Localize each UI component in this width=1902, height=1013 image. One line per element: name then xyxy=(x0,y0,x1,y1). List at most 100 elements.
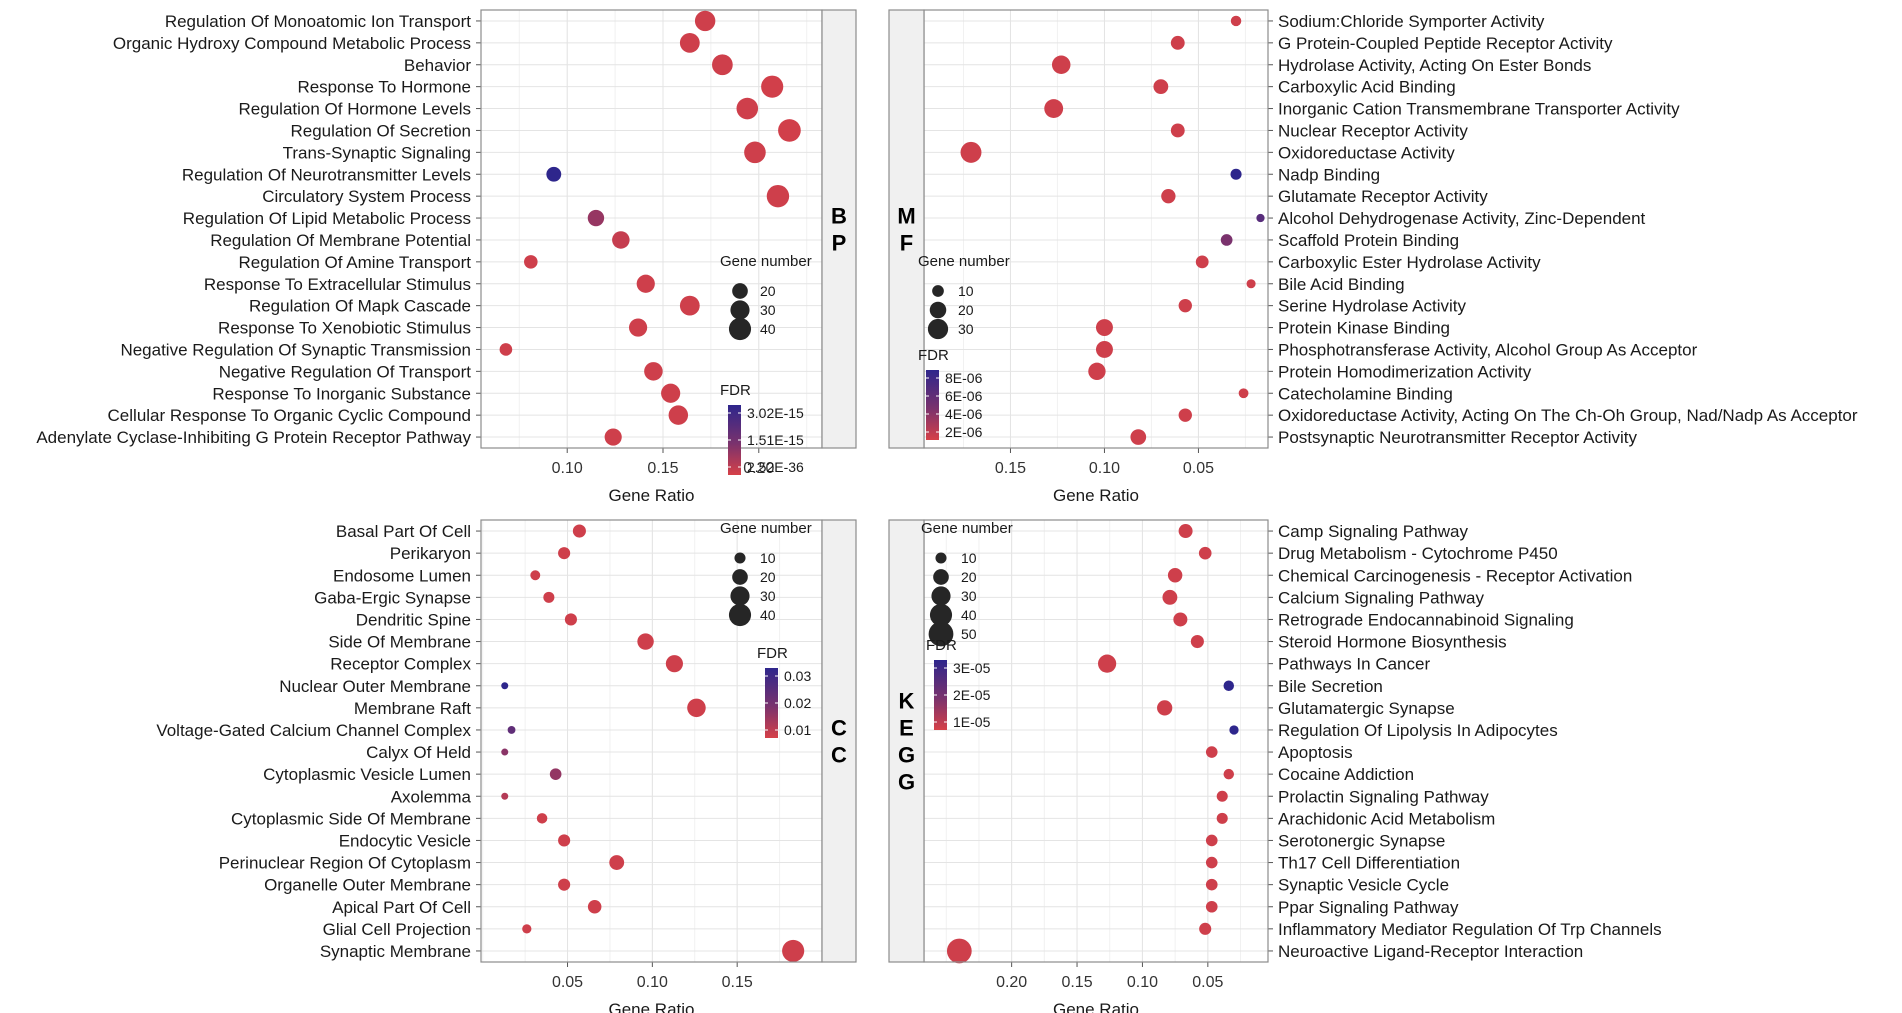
data-point-serine-hydrolase-activity[interactable] xyxy=(1178,298,1192,313)
data-point-gaba-ergic-synapse[interactable] xyxy=(543,591,555,603)
term-label: Cellular Response To Organic Cyclic Comp… xyxy=(108,406,471,425)
data-point-scaffold-protein-binding[interactable] xyxy=(1220,234,1233,246)
data-point-camp-signaling-pathway[interactable] xyxy=(1178,524,1193,539)
data-point-pathways-in-cancer[interactable] xyxy=(1098,654,1117,673)
fdr-legend-label: 8E-06 xyxy=(945,370,983,386)
size-legend-label: 40 xyxy=(760,321,776,337)
data-point-nadp-binding[interactable] xyxy=(1230,168,1242,180)
data-point-perikaryon[interactable] xyxy=(558,547,571,560)
term-label: Oxidoreductase Activity, Acting On The C… xyxy=(1278,406,1858,425)
data-point-inflammatory-mediator-regulation-of-trp-channels[interactable] xyxy=(1199,922,1212,935)
data-point-oxidoreductase-activity-acting-on-the-ch-oh-group-nad-nadp-as-acceptor[interactable] xyxy=(1178,408,1192,422)
size-legend-label: 40 xyxy=(760,607,776,623)
data-point-response-to-inorganic-substance[interactable] xyxy=(661,383,681,403)
data-point-regulation-of-hormone-levels[interactable] xyxy=(736,97,759,120)
data-point-hydrolase-activity-acting-on-ester-bonds[interactable] xyxy=(1051,55,1071,75)
data-point-bile-secretion[interactable] xyxy=(1223,680,1235,692)
data-point-bile-acid-binding[interactable] xyxy=(1246,279,1256,289)
plot-background xyxy=(924,520,1268,962)
data-point-arachidonic-acid-metabolism[interactable] xyxy=(1216,812,1228,824)
data-point-regulation-of-lipid-metabolic-process[interactable] xyxy=(587,209,605,227)
data-point-carboxylic-acid-binding[interactable] xyxy=(1153,79,1169,95)
term-label: Membrane Raft xyxy=(354,699,471,718)
data-point-catecholamine-binding[interactable] xyxy=(1238,388,1249,399)
data-point-receptor-complex[interactable] xyxy=(665,655,683,673)
data-point-phosphotransferase-activity-alcohol-group-as-acceptor[interactable] xyxy=(1095,340,1113,358)
fdr-colorbar xyxy=(926,370,939,440)
data-point-inorganic-cation-transmembrane-transporter-activity[interactable] xyxy=(1044,99,1064,118)
size-legend-label: 20 xyxy=(961,569,977,585)
data-point-dendritic-spine[interactable] xyxy=(564,613,577,626)
data-point-th17-cell-differentiation[interactable] xyxy=(1205,856,1218,869)
data-point-nuclear-receptor-activity[interactable] xyxy=(1170,123,1185,138)
term-label: Synaptic Membrane xyxy=(320,942,471,961)
data-point-endosome-lumen[interactable] xyxy=(530,570,541,581)
data-point-chemical-carcinogenesis-receptor-activation[interactable] xyxy=(1167,568,1183,583)
data-point-regulation-of-membrane-potential[interactable] xyxy=(612,231,630,249)
data-point-regulation-of-amine-transport[interactable] xyxy=(524,255,538,269)
data-point-glial-cell-projection[interactable] xyxy=(522,924,532,934)
fdr-legend-title: FDR xyxy=(926,637,957,654)
data-point-membrane-raft[interactable] xyxy=(687,698,706,718)
data-point-regulation-of-mapk-cascade[interactable] xyxy=(679,295,700,316)
data-point-axolemma[interactable] xyxy=(501,792,509,800)
data-point-cellular-response-to-organic-cyclic-compound[interactable] xyxy=(668,405,689,425)
data-point-regulation-of-neurotransmitter-levels[interactable] xyxy=(546,166,562,182)
data-point-protein-kinase-binding[interactable] xyxy=(1095,319,1113,337)
data-point-protein-homodimerization-activity[interactable] xyxy=(1088,362,1106,381)
data-point-postsynaptic-neurotransmitter-receptor-activity[interactable] xyxy=(1130,429,1147,445)
data-point-regulation-of-secretion[interactable] xyxy=(778,119,801,142)
term-label: Inorganic Cation Transmembrane Transport… xyxy=(1278,100,1680,119)
data-point-trans-synaptic-signaling[interactable] xyxy=(744,141,766,164)
data-point-cytoplasmic-side-of-membrane[interactable] xyxy=(536,813,548,824)
data-point-organic-hydroxy-compound-metabolic-process[interactable] xyxy=(679,32,700,53)
term-label: Adenylate Cyclase-Inhibiting G Protein R… xyxy=(36,428,471,447)
term-label: Response To Inorganic Substance xyxy=(212,384,471,403)
data-point-response-to-extracellular-stimulus[interactable] xyxy=(636,274,655,293)
data-point-apical-part-of-cell[interactable] xyxy=(587,899,602,914)
data-point-sodium-chloride-symporter-activity[interactable] xyxy=(1230,15,1242,27)
data-point-nuclear-outer-membrane[interactable] xyxy=(501,682,509,690)
data-point-apoptosis[interactable] xyxy=(1205,746,1218,758)
data-point-behavior[interactable] xyxy=(712,54,733,76)
data-point-voltage-gated-calcium-channel-complex[interactable] xyxy=(507,726,516,734)
data-point-oxidoreductase-activity[interactable] xyxy=(960,141,982,163)
data-point-cocaine-addiction[interactable] xyxy=(1223,768,1235,780)
data-point-glutamatergic-synapse[interactable] xyxy=(1157,700,1173,716)
data-point-serotonergic-synapse[interactable] xyxy=(1205,834,1218,847)
term-label: Trans-Synaptic Signaling xyxy=(283,143,471,162)
data-point-response-to-xenobiotic-stimulus[interactable] xyxy=(628,318,648,337)
data-point-adenylate-cyclase-inhibiting-g-protein-receptor-pathway[interactable] xyxy=(604,428,622,446)
data-point-perinuclear-region-of-cytoplasm[interactable] xyxy=(609,855,625,870)
data-point-endocytic-vesicle[interactable] xyxy=(558,834,571,847)
data-point-prolactin-signaling-pathway[interactable] xyxy=(1216,790,1228,802)
x-axis-title: Gene Ratio xyxy=(609,486,695,505)
data-point-regulation-of-lipolysis-in-adipocytes[interactable] xyxy=(1229,725,1239,735)
data-point-basal-part-of-cell[interactable] xyxy=(572,524,586,538)
data-point-ppar-signaling-pathway[interactable] xyxy=(1205,900,1218,913)
term-label: Nuclear Receptor Activity xyxy=(1278,121,1468,140)
data-point-negative-regulation-of-transport[interactable] xyxy=(644,362,663,381)
data-point-circulatory-system-process[interactable] xyxy=(766,184,790,208)
data-point-regulation-of-monoatomic-ion-transport[interactable] xyxy=(694,10,716,32)
data-point-carboxylic-ester-hydrolase-activity[interactable] xyxy=(1195,255,1209,269)
data-point-neuroactive-ligand-receptor-interaction[interactable] xyxy=(946,938,972,964)
data-point-calcium-signaling-pathway[interactable] xyxy=(1162,589,1178,605)
data-point-organelle-outer-membrane[interactable] xyxy=(558,878,571,891)
data-point-drug-metabolism-cytochrome-p450[interactable] xyxy=(1198,546,1212,560)
term-label: Oxidoreductase Activity xyxy=(1278,143,1455,162)
data-point-alcohol-dehydrogenase-activity-zinc-dependent[interactable] xyxy=(1256,213,1265,223)
data-point-calyx-of-held[interactable] xyxy=(501,748,509,756)
size-legend: Gene number 10 20 30 xyxy=(918,253,1010,340)
data-point-synaptic-membrane[interactable] xyxy=(782,939,805,963)
data-point-negative-regulation-of-synaptic-transmission[interactable] xyxy=(499,343,513,356)
data-point-glutamate-receptor-activity[interactable] xyxy=(1161,188,1176,204)
data-point-g-protein-coupled-peptide-receptor-activity[interactable] xyxy=(1170,35,1185,50)
data-point-retrograde-endocannabinoid-signaling[interactable] xyxy=(1173,612,1188,627)
data-point-steroid-hormone-biosynthesis[interactable] xyxy=(1190,635,1204,649)
data-point-synaptic-vesicle-cycle[interactable] xyxy=(1205,878,1218,891)
size-legend-label: 20 xyxy=(760,569,776,585)
data-point-response-to-hormone[interactable] xyxy=(761,75,784,98)
data-point-cytoplasmic-vesicle-lumen[interactable] xyxy=(549,768,562,780)
data-point-side-of-membrane[interactable] xyxy=(637,633,654,650)
